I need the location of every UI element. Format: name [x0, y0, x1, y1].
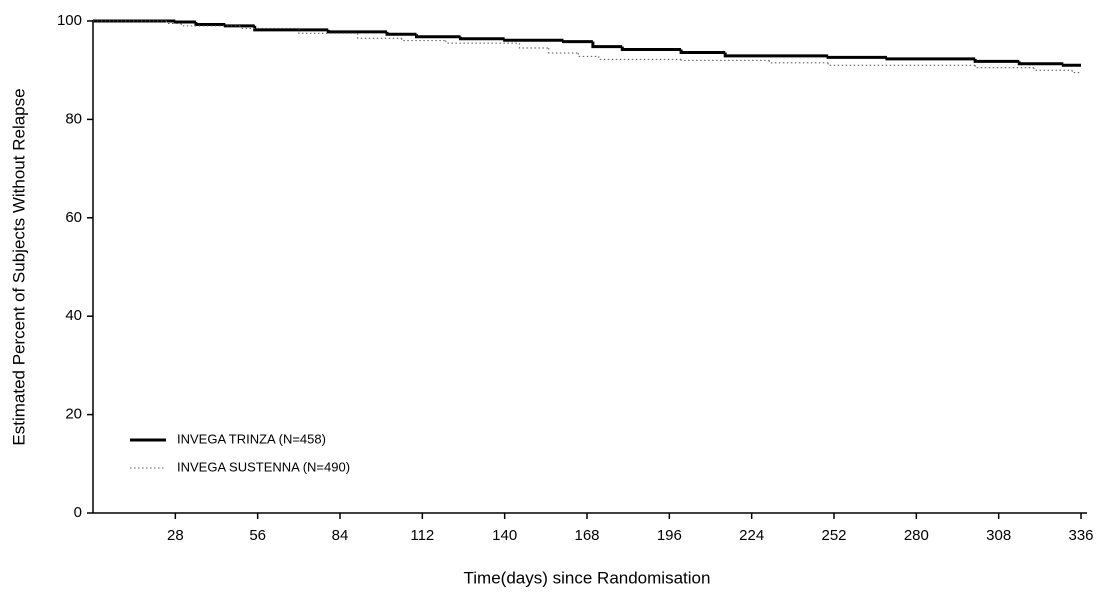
x-tick-label: 280 [904, 527, 929, 544]
step-segment [503, 38, 564, 42]
step-segment [223, 24, 255, 28]
step-segment [173, 20, 196, 24]
step-segment [326, 29, 388, 34]
step-segment [561, 40, 593, 44]
step-segment [680, 59, 770, 61]
x-tick-label: 28 [167, 527, 184, 544]
x-tick-label: 308 [986, 527, 1011, 544]
y-tick-label: 40 [65, 307, 82, 324]
step-segment [1033, 67, 1073, 71]
step-segment [1061, 63, 1081, 67]
step-segment [180, 23, 241, 27]
step-segment [298, 28, 358, 34]
step-segment [591, 41, 623, 49]
step-segment [768, 60, 829, 64]
x-tick-label: 112 [410, 527, 434, 544]
step-segment [1071, 70, 1081, 74]
step-segment [518, 43, 549, 49]
step-segment [253, 25, 329, 32]
legend-label: INVEGA SUSTENNA (N=490) [177, 459, 350, 474]
x-tick-label: 168 [574, 527, 599, 544]
step-segment [414, 34, 461, 39]
step-segment [401, 38, 446, 42]
x-tick-label: 196 [657, 527, 682, 544]
x-axis-label: Time(days) since Randomisation [464, 568, 711, 587]
x-tick-label: 56 [249, 527, 266, 544]
step-segment [974, 65, 1034, 69]
step-segment [385, 31, 417, 36]
y-axis-label: Estimated Percent of Subjects Without Re… [9, 88, 28, 445]
y-tick-label: 0 [74, 504, 82, 521]
legend-label: INVEGA TRINZA (N=458) [177, 431, 326, 446]
step-segment [357, 33, 402, 39]
x-tick-label: 252 [821, 527, 846, 544]
step-segment [723, 52, 829, 58]
step-segment [679, 49, 726, 54]
x-tick-label: 336 [1068, 527, 1093, 544]
step-segment [239, 25, 299, 29]
x-tick-label: 84 [332, 527, 349, 544]
step-segment [577, 52, 599, 57]
x-tick-label: 224 [739, 527, 764, 544]
step-segment [548, 48, 579, 54]
step-segment [885, 57, 976, 61]
step-segment [620, 46, 682, 52]
step-segment [194, 21, 226, 26]
step-segment [445, 40, 520, 44]
step-segment [973, 58, 1020, 63]
y-tick-label: 80 [65, 110, 82, 127]
step-segment [598, 56, 682, 60]
step-segment [1017, 61, 1064, 66]
step-segment [459, 36, 505, 41]
step-segment [827, 62, 976, 66]
step-segment [166, 21, 182, 24]
x-tick-label: 140 [492, 527, 517, 544]
y-tick-label: 60 [65, 209, 82, 226]
y-tick-label: 100 [57, 12, 82, 29]
step-segment [826, 55, 887, 59]
y-tick-label: 20 [65, 406, 82, 423]
